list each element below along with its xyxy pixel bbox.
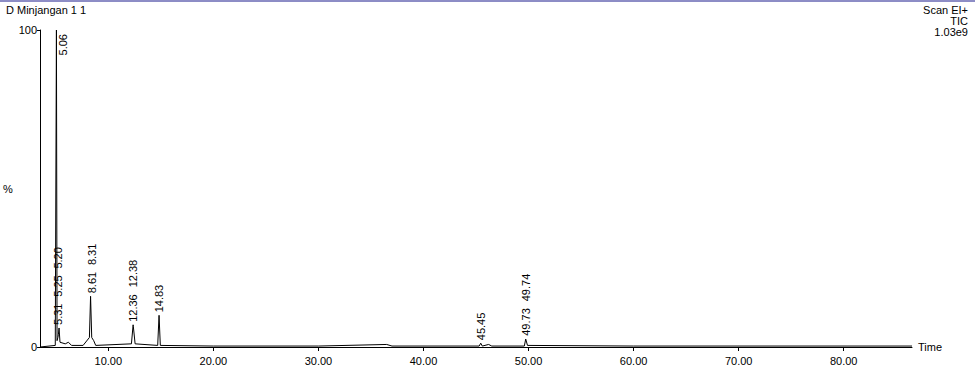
svg-text:8.31: 8.31 xyxy=(86,244,98,265)
svg-text:20.00: 20.00 xyxy=(200,355,228,367)
svg-text:45.45: 45.45 xyxy=(475,313,487,341)
svg-text:0: 0 xyxy=(31,341,37,353)
svg-text:8.61: 8.61 xyxy=(86,272,98,293)
svg-text:D Minjangan 1 1: D Minjangan 1 1 xyxy=(6,4,86,16)
svg-text:1.03e9: 1.03e9 xyxy=(934,26,968,38)
svg-text:50.00: 50.00 xyxy=(515,355,543,367)
svg-text:40.00: 40.00 xyxy=(410,355,438,367)
svg-text:5.31: 5.31 xyxy=(52,304,64,325)
svg-text:70.00: 70.00 xyxy=(725,355,753,367)
svg-text:10.00: 10.00 xyxy=(95,355,123,367)
svg-text:60.00: 60.00 xyxy=(620,355,648,367)
svg-text:12.36: 12.36 xyxy=(127,294,139,322)
svg-text:12.38: 12.38 xyxy=(127,260,139,288)
svg-text:30.00: 30.00 xyxy=(305,355,333,367)
svg-text:TIC: TIC xyxy=(950,14,968,27)
svg-text:5.06: 5.06 xyxy=(57,34,69,55)
svg-text:49.73: 49.73 xyxy=(520,308,532,336)
svg-text:5.25: 5.25 xyxy=(52,275,64,296)
svg-text:14.83: 14.83 xyxy=(153,285,165,313)
svg-text:100: 100 xyxy=(19,24,37,36)
svg-text:Time: Time xyxy=(918,341,942,353)
svg-text:Scan EI+: Scan EI+ xyxy=(923,3,968,16)
svg-text:49.74: 49.74 xyxy=(520,274,532,302)
svg-text:80.00: 80.00 xyxy=(830,355,858,367)
svg-text:%: % xyxy=(3,183,13,195)
svg-text:5.20: 5.20 xyxy=(52,247,64,268)
